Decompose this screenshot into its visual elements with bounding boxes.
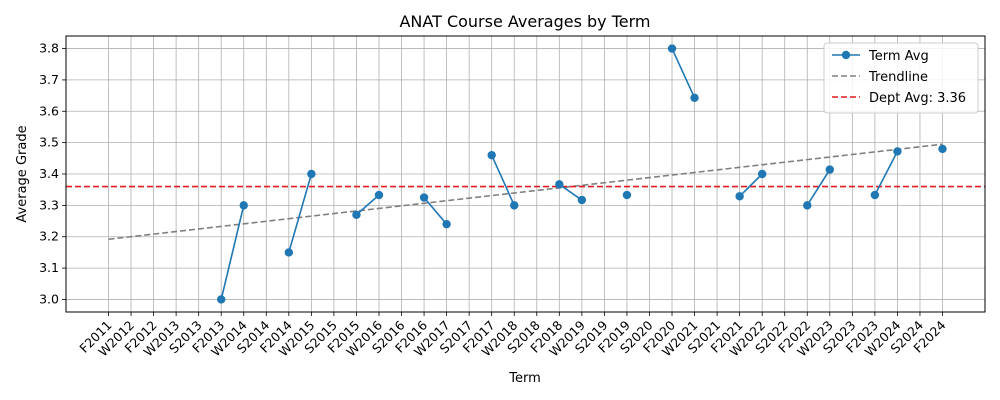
term-avg-point (690, 93, 699, 102)
term-avg-point (555, 180, 564, 189)
term-avg-segment (288, 173, 313, 253)
term-avg-point (419, 193, 429, 202)
y-tick-label: 3.1 (39, 260, 59, 275)
term-avg-segment (558, 183, 583, 201)
term-avg-point (510, 201, 519, 210)
term-avg-point (870, 190, 880, 200)
term-avg-series (217, 44, 947, 304)
term-avg-point (893, 147, 902, 156)
y-tick-label: 3.7 (39, 72, 59, 87)
chart-title: ANAT Course Averages by Term (399, 12, 650, 31)
y-tick-label: 3.6 (39, 103, 59, 118)
term-avg-point (239, 201, 248, 210)
trendline (108, 143, 943, 241)
term-avg-point (307, 169, 316, 179)
term-avg-point (374, 190, 384, 200)
legend-marker (841, 50, 851, 60)
term-avg-point (487, 150, 496, 160)
y-tick-label: 3.2 (39, 229, 59, 244)
term-avg-segment (220, 205, 245, 300)
term-avg-point (622, 190, 632, 200)
y-tick-label: 3.3 (39, 197, 59, 212)
trendline-layer (108, 143, 943, 241)
term-avg-segment (806, 169, 831, 206)
legend: Term Avg Trendline Dept Avg: 3.36 (823, 42, 979, 114)
term-avg-point (938, 144, 947, 154)
term-avg-point (217, 295, 226, 304)
term-avg-point (825, 165, 834, 174)
term-avg-point (284, 248, 294, 257)
term-avg-segment (490, 154, 515, 206)
term-avg-point (577, 195, 587, 205)
term-avg-segment (355, 194, 380, 216)
term-avg-segment (423, 197, 448, 225)
legend-entry: Dept Avg: 3.36 (869, 91, 966, 106)
y-tick-label: 3.0 (39, 291, 59, 306)
y-tick-label: 3.8 (39, 41, 59, 56)
y-axis-label: Average Grade (15, 125, 30, 222)
legend-box (823, 42, 979, 114)
y-tick-label: 3.4 (39, 166, 59, 181)
y-axis-ticks: 3.0 3.1 3.2 3.3 3.4 3.5 3.6 3.7 3.8 (39, 41, 66, 306)
term-avg-point (352, 210, 361, 219)
legend-entry: Trendline (868, 70, 928, 85)
term-avg-segment (739, 173, 763, 197)
term-avg-point (735, 192, 744, 201)
term-avg-point (667, 44, 677, 53)
term-avg-point (442, 219, 451, 229)
term-avg-segment (671, 48, 696, 99)
y-tick-label: 3.5 (39, 135, 59, 150)
term-avg-point (757, 169, 767, 179)
term-avg-segment (874, 151, 899, 196)
term-avg-point (803, 201, 812, 210)
x-axis-ticks: F2011W2012F2012W2013S2013F2013W2014S2014… (76, 312, 949, 359)
x-axis-label: Term (508, 371, 541, 386)
legend-entry: Term Avg (868, 49, 929, 64)
